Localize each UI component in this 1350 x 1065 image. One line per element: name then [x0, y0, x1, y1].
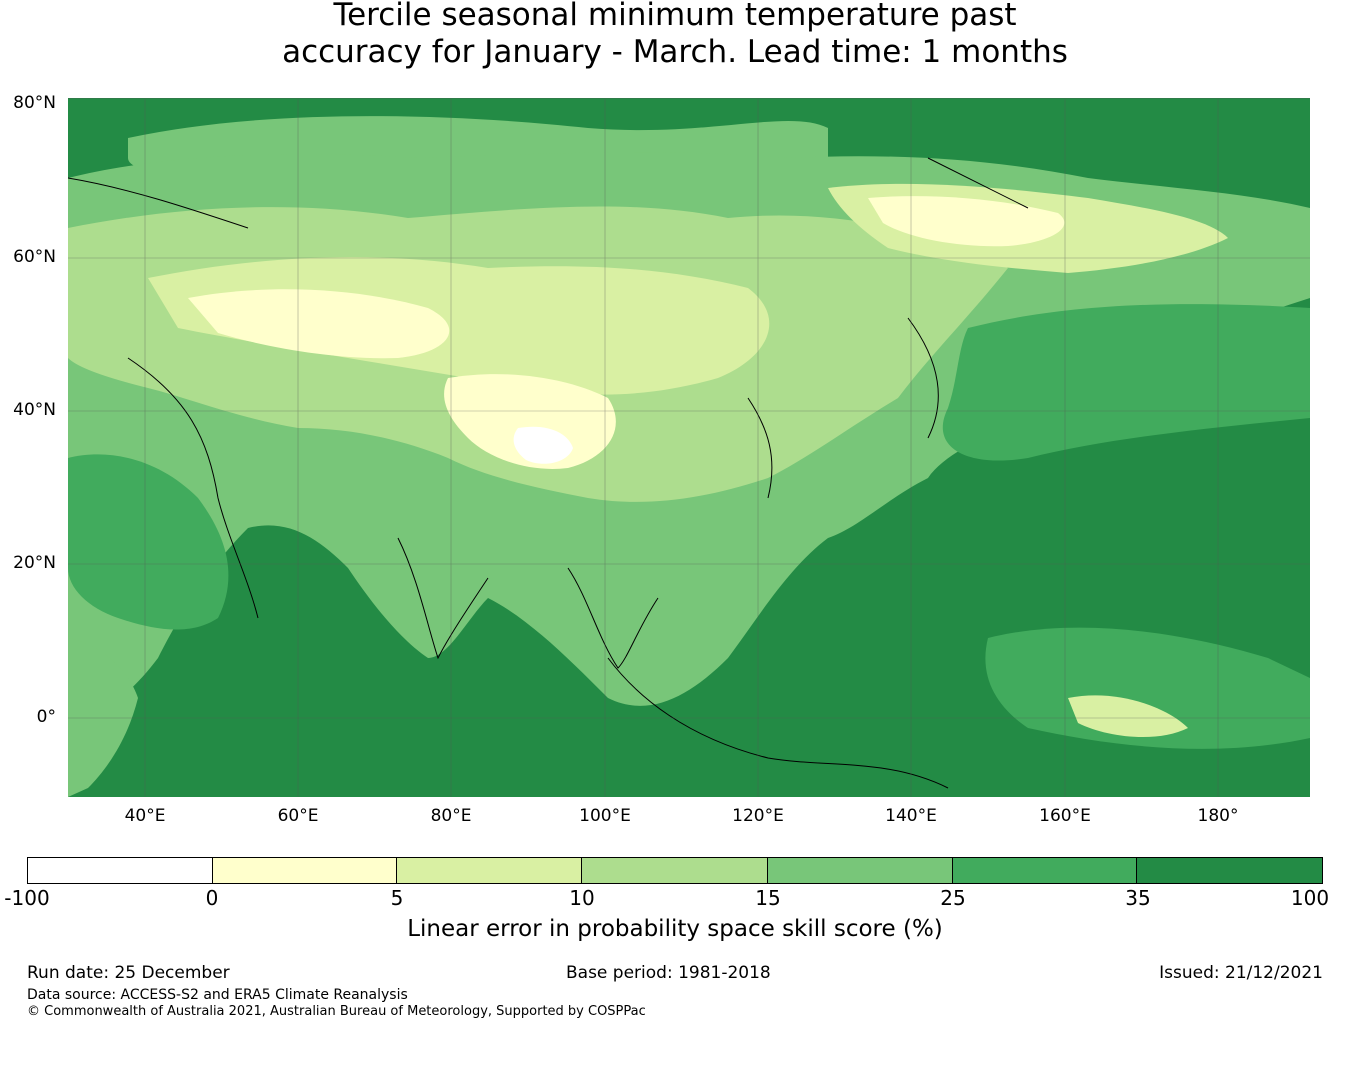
lon-label-140e: 140°E: [885, 806, 937, 826]
skill-score-map: [68, 98, 1310, 797]
colorbar-bin-15-25: [767, 858, 953, 883]
colorbar-tick-label: 5: [390, 886, 404, 910]
siberia-zero-skill: [868, 196, 1065, 247]
colorbar-tick-label: 0: [205, 886, 219, 910]
coastline: [68, 157, 1029, 789]
chart-title-line-2: accuracy for January - March. Lead time:…: [282, 34, 1068, 70]
colorbar-tick-label: 35: [1125, 886, 1151, 910]
colorbar-bin-25-35: [952, 858, 1138, 883]
colorbar-tick-label: 100: [1290, 886, 1330, 910]
copyright: © Commonwealth of Australia 2021, Austra…: [27, 1004, 646, 1019]
data-source: Data source: ACCESS-S2 and ERA5 Climate …: [27, 987, 408, 1003]
lon-label-180: 180°: [1197, 806, 1239, 826]
map-svg: [68, 98, 1310, 797]
lon-label-40e: 40°E: [124, 806, 166, 826]
colorbar-bin-10-15: [582, 858, 768, 883]
colorbar-bin-35-100: [1137, 858, 1323, 883]
east-africa-skill: [68, 638, 138, 797]
lat-label-20n: 20°N: [13, 553, 56, 573]
lon-label-60e: 60°E: [277, 806, 319, 826]
lat-label-0: 0°: [36, 707, 56, 727]
colorbar-bin-negative: [28, 858, 213, 883]
lon-label-160e: 160°E: [1039, 806, 1091, 826]
lon-label-100e: 100°E: [579, 806, 631, 826]
colorbar-tick-label: 25: [940, 886, 966, 910]
colorbar-tick-label: 15: [755, 886, 781, 910]
tropical-pacific-mid-skill: [985, 627, 1310, 749]
colorbar-bin-0-5: [212, 858, 398, 883]
lat-label-60n: 60°N: [13, 247, 56, 267]
lon-label-80e: 80°E: [430, 806, 472, 826]
colorbar-bin-5-10: [397, 858, 583, 883]
tibet-negative-skill: [513, 426, 573, 464]
lat-label-80n: 80°N: [13, 93, 56, 113]
arabia-mid-skill: [68, 454, 229, 630]
base-period: Base period: 1981-2018: [566, 963, 771, 983]
colorbar-tick-label: -100: [4, 886, 50, 910]
issued-date: Issued: 21/12/2021: [1159, 963, 1323, 983]
lat-label-40n: 40°N: [13, 400, 56, 420]
colorbar-tick-label: 10: [569, 886, 595, 910]
central-asia-zero-skill: [188, 289, 450, 359]
colorbar-label: Linear error in probability space skill …: [407, 916, 943, 942]
pacific-low-skill-patch: [1068, 695, 1188, 738]
graticule: [68, 98, 1310, 797]
tibet-zero-skill: [444, 374, 616, 469]
chart-title-line-1: Tercile seasonal minimum temperature pas…: [333, 0, 1017, 33]
colorbar: [27, 857, 1323, 884]
lon-label-120e: 120°E: [732, 806, 784, 826]
run-date: Run date: 25 December: [27, 963, 230, 983]
